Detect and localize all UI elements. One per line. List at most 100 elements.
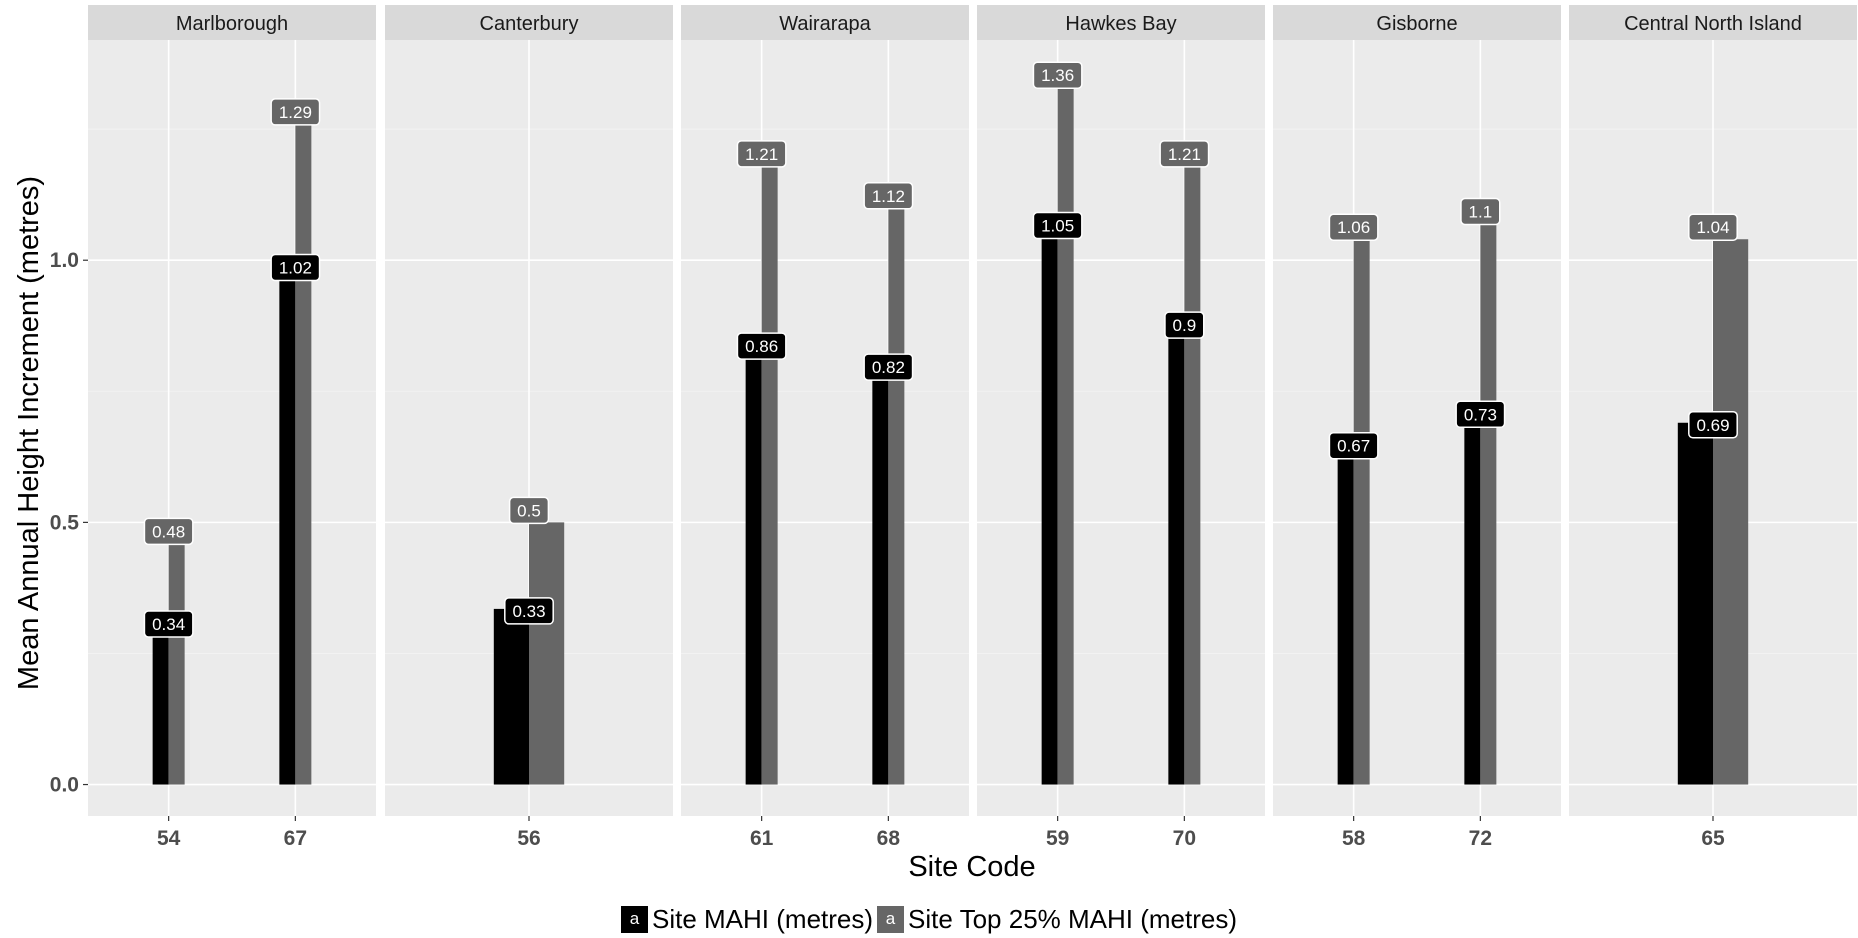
legend-item-site-mahi: a Site MAHI (metres) bbox=[621, 904, 873, 935]
facet-panel: Marlborough 54 0.48 0.34 67 1.29 1.02 bbox=[88, 5, 376, 850]
x-tick-label: 61 bbox=[750, 827, 774, 850]
facet-strip-label: Gisborne bbox=[1376, 13, 1457, 35]
data-label-site-top25-mahi-box bbox=[863, 182, 914, 210]
facet-strip-label: Hawkes Bay bbox=[1065, 13, 1176, 35]
facet-panel: Central North Island 65 1.04 0.69 bbox=[1569, 5, 1857, 850]
y-tick-label: 1.0 bbox=[50, 249, 79, 272]
data-label-site-mahi-box bbox=[1688, 411, 1738, 439]
bar-site-mahi bbox=[279, 265, 296, 785]
data-label-site-mahi-box bbox=[736, 332, 787, 360]
data-label-site-top25-mahi-box bbox=[1032, 61, 1083, 89]
y-tick-label: 0.0 bbox=[50, 774, 79, 797]
facet-strip bbox=[1569, 5, 1857, 40]
x-tick-label: 65 bbox=[1701, 827, 1725, 850]
data-label-site-top25-mahi: 1.21 bbox=[1159, 140, 1210, 168]
data-label-site-mahi-text: 0.82 bbox=[872, 358, 905, 377]
facet-panel: Hawkes Bay 59 1.36 1.05 70 1.21 0.9 bbox=[977, 5, 1265, 850]
data-label-site-top25-mahi: 1.12 bbox=[863, 182, 914, 210]
data-label-site-top25-mahi-box bbox=[1460, 197, 1501, 226]
facet-strip bbox=[385, 5, 673, 40]
data-label-site-mahi: 1.05 bbox=[1032, 211, 1083, 240]
data-label-site-mahi: 0.34 bbox=[143, 610, 194, 638]
x-axis-title: Site Code bbox=[908, 851, 1035, 883]
data-label-site-top25-mahi-text: 0.48 bbox=[152, 522, 185, 541]
x-tick-label: 56 bbox=[517, 827, 540, 850]
data-label-site-mahi-box bbox=[1328, 431, 1379, 460]
bar-site-top25-mahi bbox=[1184, 165, 1201, 785]
data-label-site-top25-mahi-box bbox=[270, 98, 321, 126]
data-label-site-top25-mahi-box bbox=[1159, 140, 1210, 168]
data-label-site-top25-mahi: 1.36 bbox=[1032, 61, 1083, 89]
data-label-site-top25-mahi: 1.04 bbox=[1688, 213, 1738, 241]
x-tick-label: 67 bbox=[284, 827, 307, 850]
data-label-site-top25-mahi-box bbox=[1688, 213, 1738, 241]
bar-site-top25-mahi bbox=[761, 165, 778, 785]
data-label-site-mahi-text: 0.33 bbox=[512, 602, 545, 621]
y-axis: 0.0 0.5 1.0 bbox=[50, 249, 88, 797]
bar-site-mahi bbox=[493, 608, 529, 785]
bar-site-top25-mahi bbox=[1057, 87, 1074, 785]
x-tick-label: 70 bbox=[1173, 827, 1196, 850]
data-label-site-top25-mahi-box bbox=[1328, 213, 1379, 241]
bar-site-mahi bbox=[872, 365, 889, 785]
data-label-site-mahi-box bbox=[270, 253, 321, 282]
x-tick-label: 59 bbox=[1046, 827, 1069, 850]
data-label-site-mahi-text: 0.9 bbox=[1173, 316, 1197, 335]
facet-strip bbox=[681, 5, 969, 40]
data-label-site-top25-mahi-text: 1.29 bbox=[279, 103, 312, 122]
data-label-site-mahi: 1.02 bbox=[270, 253, 321, 282]
bar-site-top25-mahi bbox=[888, 207, 905, 785]
x-tick-label: 58 bbox=[1342, 827, 1366, 850]
data-label-site-top25-mahi-text: 1.36 bbox=[1041, 66, 1074, 85]
data-label-site-mahi-text: 0.67 bbox=[1337, 437, 1370, 456]
bar-site-top25-mahi bbox=[1713, 239, 1749, 785]
facet-panel: Gisborne 58 1.06 0.67 72 1.1 0.73 bbox=[1273, 5, 1561, 850]
data-label-site-top25-mahi-text: 1.1 bbox=[1469, 203, 1493, 222]
legend-key-site-top25-mahi: a bbox=[877, 905, 905, 933]
bar-site-top25-mahi bbox=[529, 522, 565, 785]
bar-site-top25-mahi bbox=[295, 123, 312, 785]
data-label-site-mahi: 0.67 bbox=[1328, 431, 1379, 460]
legend-label-site-mahi: Site MAHI (metres) bbox=[652, 903, 874, 934]
plot-background bbox=[1273, 40, 1561, 816]
facet-panels: Marlborough 54 0.48 0.34 67 1.29 1.02 Canterbur… bbox=[88, 5, 1857, 850]
data-label-site-top25-mahi-text: 0.5 bbox=[517, 501, 541, 520]
data-label-site-mahi: 0.33 bbox=[504, 597, 554, 625]
data-label-site-top25-mahi-text: 1.04 bbox=[1696, 218, 1729, 237]
bar-site-mahi bbox=[745, 344, 762, 785]
legend-item-site-top25-mahi: a Site Top 25% MAHI (metres) bbox=[877, 904, 1237, 935]
y-tick-label: 0.5 bbox=[50, 511, 80, 534]
bar-site-mahi bbox=[152, 622, 169, 785]
legend-label-site-top25-mahi: Site Top 25% MAHI (metres) bbox=[908, 903, 1237, 934]
bar-site-top25-mahi bbox=[1480, 223, 1497, 785]
data-label-site-top25-mahi-text: 1.21 bbox=[1168, 145, 1201, 164]
plot-background bbox=[88, 40, 376, 816]
data-label-site-mahi: 0.82 bbox=[863, 353, 914, 381]
facet-strip-label: Wairarapa bbox=[779, 13, 871, 35]
data-label-site-top25-mahi-text: 1.12 bbox=[872, 187, 905, 206]
data-label-site-top25-mahi: 1.06 bbox=[1328, 213, 1379, 241]
bar-site-top25-mahi bbox=[168, 543, 185, 785]
x-tick-label: 54 bbox=[157, 827, 181, 850]
data-label-site-mahi-text: 1.05 bbox=[1041, 217, 1074, 236]
data-label-site-top25-mahi: 1.29 bbox=[270, 98, 321, 126]
facet-strip-label: Marlborough bbox=[176, 13, 288, 35]
x-tick-label: 68 bbox=[877, 827, 901, 850]
data-label-site-top25-mahi-box bbox=[736, 140, 787, 168]
data-label-site-top25-mahi-text: 1.06 bbox=[1337, 218, 1370, 237]
data-label-site-mahi-box bbox=[143, 610, 194, 638]
facet-strip-label: Central North Island bbox=[1624, 13, 1802, 35]
bar-site-mahi bbox=[1677, 422, 1713, 785]
data-label-site-mahi-text: 0.86 bbox=[745, 337, 778, 356]
facet-panel: Wairarapa 61 1.21 0.86 68 1.12 0.82 bbox=[681, 5, 969, 850]
data-label-site-mahi-text: 0.69 bbox=[1696, 416, 1729, 435]
bar-site-top25-mahi bbox=[1353, 239, 1370, 785]
y-axis-title: Mean Annual Height Increment (metres) bbox=[13, 176, 45, 690]
data-label-site-top25-mahi: 0.48 bbox=[143, 517, 194, 546]
data-label-site-mahi: 0.86 bbox=[736, 332, 787, 360]
data-label-site-mahi-text: 1.02 bbox=[279, 258, 312, 277]
data-label-site-mahi-box bbox=[1455, 400, 1506, 429]
data-label-site-top25-mahi-box bbox=[508, 496, 550, 525]
data-label-site-mahi-box bbox=[504, 597, 554, 625]
